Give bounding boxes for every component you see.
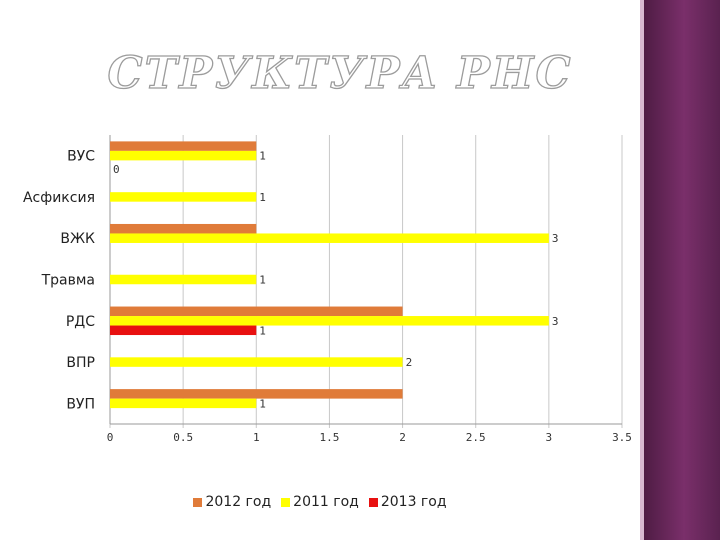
x-tick-label: 3.5 (612, 431, 632, 444)
chart-bars (110, 141, 549, 409)
category-label: ВУС (67, 149, 95, 165)
chart-legend: 2012 год 2011 год 2013 год (0, 494, 640, 510)
bar (110, 150, 257, 161)
category-label: Асфиксия (23, 190, 95, 206)
legend-item: 2013 год (368, 494, 447, 510)
data-label: 0 (113, 163, 120, 176)
bar (110, 316, 549, 326)
slide-title: СТРУКТУРА РНС (107, 47, 573, 99)
bar (110, 398, 257, 409)
data-label: 1 (259, 150, 266, 163)
x-tick-label: 2.5 (466, 431, 486, 444)
bar (110, 223, 257, 234)
x-tick-label: 0 (107, 431, 114, 444)
category-label: ВПР (66, 355, 95, 371)
bar (110, 325, 257, 336)
legend-swatch (368, 497, 378, 507)
bar (110, 141, 257, 151)
category-label: ВУП (66, 396, 95, 412)
x-tick-label: 1.5 (319, 431, 339, 444)
x-tick-label: 3 (546, 431, 553, 444)
x-tick-label: 2 (399, 431, 406, 444)
bar (110, 357, 403, 367)
data-label: 1 (259, 397, 266, 410)
data-label: 1 (259, 274, 266, 287)
bar (110, 274, 257, 285)
bar (110, 306, 403, 317)
chart-labels: 0 0.5 1 1.5 2 2.5 3 3.5 ВУС 1 0 Асфиксия 1 ВЖК 3 Травма… (23, 149, 632, 444)
bar (110, 389, 403, 399)
bar-chart: 0 0.5 1 1.5 2 2.5 3 3.5 ВУС 1 0 Асфиксия 1 ВЖК 3 Травма… (23, 135, 632, 444)
legend-item: 2011 год (281, 494, 359, 510)
category-label: Травма (41, 273, 95, 289)
legend-swatch (193, 497, 203, 507)
bar (110, 192, 257, 202)
data-label: 2 (406, 356, 413, 369)
data-label: 3 (552, 315, 559, 328)
legend-label: 2011 год (293, 494, 359, 510)
decorative-side-panel (640, 0, 720, 540)
category-label: РДС (66, 314, 95, 330)
legend-item: 2012 год (193, 494, 271, 510)
data-label: 3 (552, 232, 559, 245)
legend-label: 2013 год (380, 494, 447, 510)
x-tick-label: 1 (253, 431, 260, 444)
category-label: ВЖК (60, 231, 95, 247)
legend-label: 2012 год (205, 494, 272, 510)
legend-swatch (281, 497, 291, 507)
chart-grid (109, 135, 623, 428)
data-label: 1 (259, 191, 266, 204)
data-label: 1 (259, 324, 266, 337)
x-tick-label: 0.5 (173, 431, 193, 444)
bar (110, 233, 549, 243)
